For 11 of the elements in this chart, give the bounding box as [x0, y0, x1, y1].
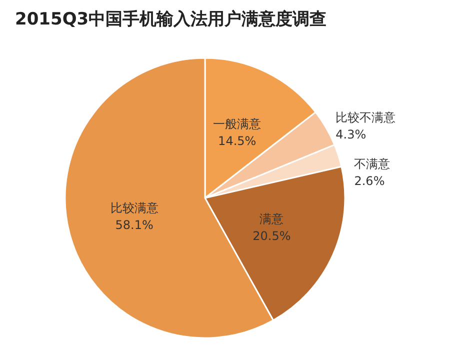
data-label: 2.6% — [354, 174, 385, 188]
data-label: 20.5% — [252, 229, 291, 244]
slice-label: 一般满意 — [213, 116, 262, 131]
data-label: 58.1% — [115, 218, 154, 232]
slice-label: 比较满意 — [110, 200, 158, 215]
slice-label: 满意 — [260, 212, 284, 226]
data-label: 14.5% — [218, 134, 256, 148]
chart-title: 2015Q3中国手机输入法用户满意度调查 — [15, 10, 327, 30]
data-label: 4.3% — [336, 127, 366, 142]
slice-label: 比较不满意 — [336, 110, 396, 124]
slice-label: 不满意 — [354, 156, 390, 171]
